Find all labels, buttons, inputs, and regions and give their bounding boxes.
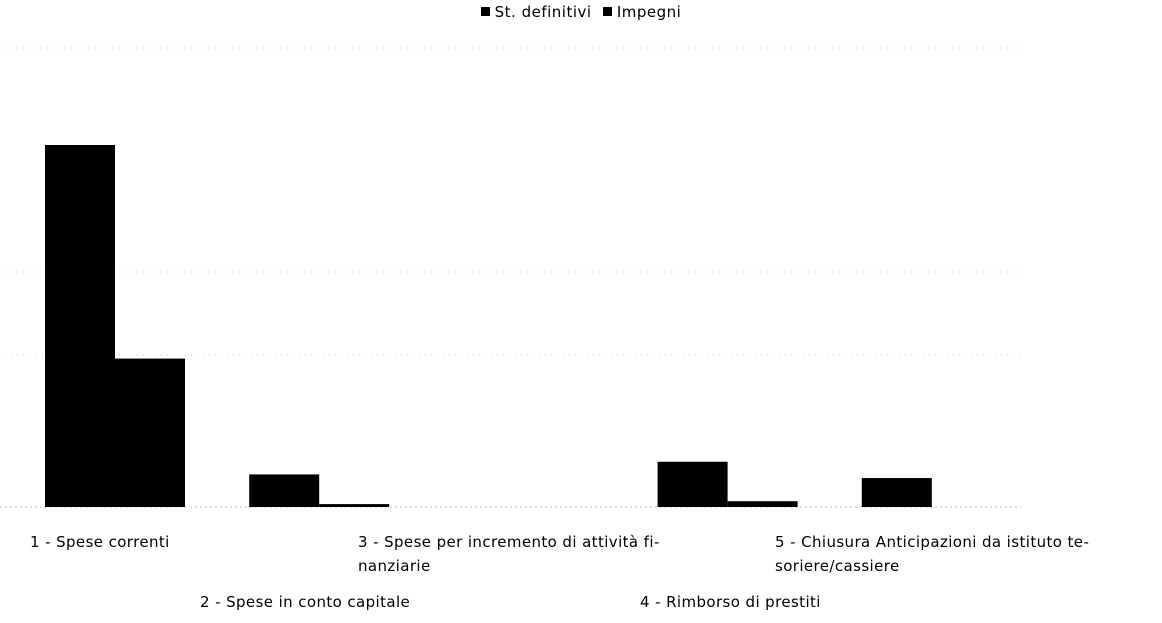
category-label-5: 5 - Chiusura Anticipazioni da istituto t… bbox=[775, 533, 1090, 575]
category-label-4: 4 - Rimborso di prestiti bbox=[640, 593, 821, 611]
legend-label-series-1: St. definitivi bbox=[494, 2, 592, 21]
bar-1-category-4 bbox=[657, 461, 728, 507]
legend-swatch-series-2 bbox=[602, 7, 612, 16]
bar-2-category-4 bbox=[727, 501, 798, 507]
bar-2-category-1 bbox=[115, 358, 185, 507]
category-label-2: 2 - Spese in conto capitale bbox=[200, 593, 411, 611]
bar-1-category-1 bbox=[45, 145, 115, 507]
legend-item-series-2: Impegni bbox=[602, 2, 682, 21]
legend-swatch-series-1 bbox=[480, 7, 490, 16]
legend-item-series-1: St. definitivi bbox=[480, 2, 592, 21]
bar-1-category-5 bbox=[861, 478, 932, 507]
category-label-1: 1 - Spese correnti bbox=[30, 533, 170, 551]
legend-label-series-2: Impegni bbox=[616, 2, 682, 21]
chart-legend: St. definitivi Impegni bbox=[0, 2, 1162, 21]
bar-2-category-2 bbox=[319, 504, 390, 507]
category-label-3: 3 - Spese per incremento di attività fi-… bbox=[358, 533, 660, 575]
bar-1-category-2 bbox=[249, 474, 320, 507]
